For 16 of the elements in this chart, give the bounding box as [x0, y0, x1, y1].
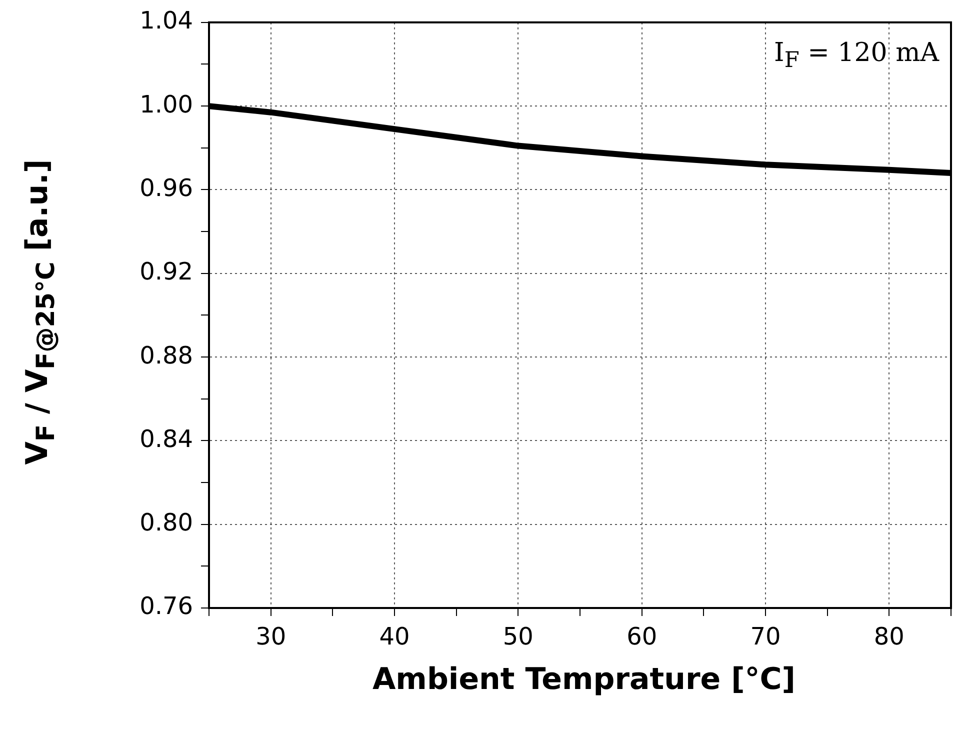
- y-tick-label: 0.76: [140, 592, 193, 620]
- x-tick-label: 50: [502, 622, 534, 651]
- y-tick-label: 0.92: [140, 258, 193, 286]
- x-tick-label: 30: [256, 622, 286, 651]
- y-tick-label: 1.04: [140, 6, 193, 35]
- annotation: I$_{F}$ = 120 mA: [774, 38, 939, 74]
- x-tick-label: 40: [379, 622, 410, 651]
- x-tick-label: 80: [874, 622, 904, 651]
- x-axis-title: Ambient Temprature [°C]: [371, 662, 797, 697]
- y-tick-label: 0.84: [140, 424, 193, 453]
- x-tick-label: 60: [626, 622, 658, 651]
- y-tick-label: 0.80: [140, 508, 193, 537]
- x-tick-label: 70: [750, 622, 781, 651]
- y-tick-label: 0.96: [140, 174, 193, 202]
- y-tick-label: 1.00: [140, 90, 193, 118]
- y-tick-label: 0.88: [140, 341, 193, 370]
